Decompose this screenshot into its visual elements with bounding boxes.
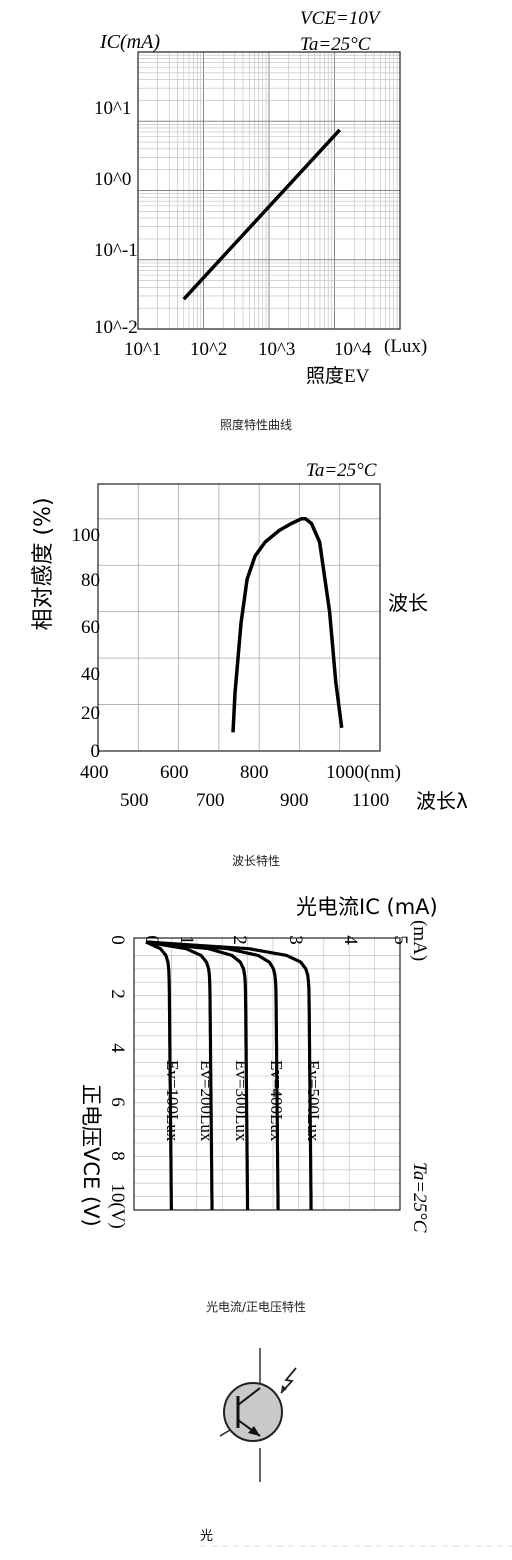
- c1-series-line: [182, 128, 341, 301]
- c1-condition-ta: Ta=25°C: [300, 34, 371, 55]
- c1-y-tick: 10^0: [94, 169, 131, 190]
- c3-vce-tick: 10(V): [107, 1183, 128, 1228]
- c3-vce-tick: 4: [107, 1043, 128, 1053]
- c2-x-tick: 700: [196, 790, 225, 811]
- c2-plot-frame: [97, 483, 381, 752]
- c3-condition-ta: Ta=25°C: [409, 1162, 430, 1233]
- c1-y-tick: 10^1: [94, 98, 131, 119]
- c1-condition-vce: VCE=10V: [300, 8, 382, 29]
- c2-x-tick: 800: [240, 762, 269, 783]
- c3-series-line-3: [145, 940, 250, 1211]
- c1-plot-frame: [137, 51, 401, 330]
- c2-condition-ta: Ta=25°C: [306, 460, 377, 481]
- c1-x-tick: 10^4: [334, 339, 372, 360]
- c3-curve-label-200: Ev=200Lux: [197, 1060, 216, 1142]
- c1-x-tick-labels: 10^1 10^2 10^3 10^4: [124, 339, 372, 360]
- c2-grid: [98, 484, 380, 751]
- c2-y-tick: 100: [72, 525, 101, 546]
- c3-vce-tick: 2: [107, 989, 128, 999]
- c1-x-tick: 10^1: [124, 339, 161, 360]
- c3-ic-tick: 1: [176, 935, 197, 945]
- symbol-caption: 光: [200, 1529, 213, 1544]
- c2-ylabel: 相对感度 (%): [31, 497, 56, 630]
- c2-series: [231, 517, 344, 733]
- c1-x-tick: 10^2: [190, 339, 227, 360]
- c3-ic-tick: 0: [141, 935, 162, 945]
- c3-caption: 光电流/正电压特性: [205, 1300, 307, 1314]
- c2-x-tick-labels-top: 400 600 800 1000(nm): [80, 762, 401, 783]
- c3-ic-tick: 4: [340, 935, 361, 945]
- c2-x-tick: 1100: [352, 790, 389, 811]
- c3-ic-label: 光电流IC (mA): [296, 895, 438, 919]
- c1-ylabel: IC(mA): [99, 31, 160, 53]
- c1-y-tick: 10^-1: [94, 240, 138, 261]
- c2-x-tick: 900: [280, 790, 309, 811]
- c2-y-tick-labels: 0 20 40 60 80 100: [72, 525, 101, 762]
- c3-curve-label-300: Ev=300Lux: [232, 1060, 251, 1142]
- c3-curve-label-500: Ev=500Lux: [304, 1060, 323, 1142]
- c2-y-tick: 60: [81, 617, 100, 638]
- phototransistor-symbol-icon: 光: [200, 1348, 512, 1547]
- c1-series: [182, 128, 341, 301]
- c3-vce-tick: 6: [107, 1097, 128, 1107]
- c3-ic-tick: 5: [390, 935, 411, 945]
- c2-x-tick: 500: [120, 790, 149, 811]
- c1-x-tick: 10^3: [258, 339, 295, 360]
- c2-xlabel: 波长λ: [416, 789, 468, 813]
- c3-series-line-5: [145, 940, 313, 1211]
- c3-curve-labels: Ev=100Lux Ev=200Lux Ev=300Lux Ev=400Lux …: [163, 1060, 323, 1142]
- c1-y-tick-labels: 10^1 10^0 10^-1 10^-2: [94, 98, 138, 338]
- c3-vce-tick: 0: [107, 935, 128, 945]
- c3-series: [145, 940, 313, 1211]
- c3-ic-unit: (mA): [409, 920, 430, 961]
- c3-ic-tick: 3: [285, 935, 306, 945]
- c2-x-tick: 1000(nm): [326, 762, 401, 783]
- c2-x-tick-labels-bottom: 500 700 900 1100: [120, 790, 389, 811]
- c2-y-tick: 20: [81, 703, 100, 724]
- c3-grid: [134, 938, 401, 1210]
- c3-series-line-4: [145, 940, 280, 1211]
- chart-wavelength: 相对感度 (%) Ta=25°C 波长 0 20 40 60 80 100 40…: [31, 460, 468, 813]
- c1-grid: [137, 52, 400, 330]
- c3-curve-label-400: Ev=400Lux: [267, 1060, 286, 1142]
- c3-series-line-1: [145, 940, 173, 1211]
- c1-xlabel: 照度EV: [306, 365, 370, 387]
- c2-y-tick: 0: [91, 741, 101, 762]
- c2-x-tick: 600: [160, 762, 189, 783]
- chart-illuminance: IC(mA) VCE=10V Ta=25°C 10^1 10^0 10^-1 1…: [94, 8, 427, 387]
- c2-y-tick: 80: [81, 570, 100, 591]
- c1-y-tick: 10^-2: [94, 317, 138, 338]
- c2-x-tick: 400: [80, 762, 109, 783]
- c2-series-line: [231, 517, 344, 733]
- c2-y-tick: 40: [81, 664, 100, 685]
- c3-curve-label-100: Ev=100Lux: [163, 1060, 182, 1142]
- c3-vce-tick-labels: 0 2 4 6 8 10(V): [107, 935, 128, 1228]
- c3-vce-tick: 8: [107, 1151, 128, 1161]
- c3-ic-tick-labels: 0 1 2 3 4 5: [141, 935, 411, 945]
- c1-caption: 照度特性曲线: [219, 418, 292, 432]
- c3-series-line-2: [145, 940, 214, 1210]
- c2-caption: 波长特性: [231, 854, 280, 868]
- chart-photocurrent: 光电流IC (mA) 0 1 2 3 4 5 0 2 4 6 8 10(V) (…: [79, 895, 438, 1233]
- c2-side-label: 波长: [388, 591, 428, 615]
- c3-vce-label: 正电压VCE (V): [79, 1084, 103, 1227]
- c3-plot-frame: [133, 937, 401, 1211]
- c1-x-unit: (Lux): [384, 336, 427, 357]
- c3-ic-tick: 2: [229, 935, 250, 945]
